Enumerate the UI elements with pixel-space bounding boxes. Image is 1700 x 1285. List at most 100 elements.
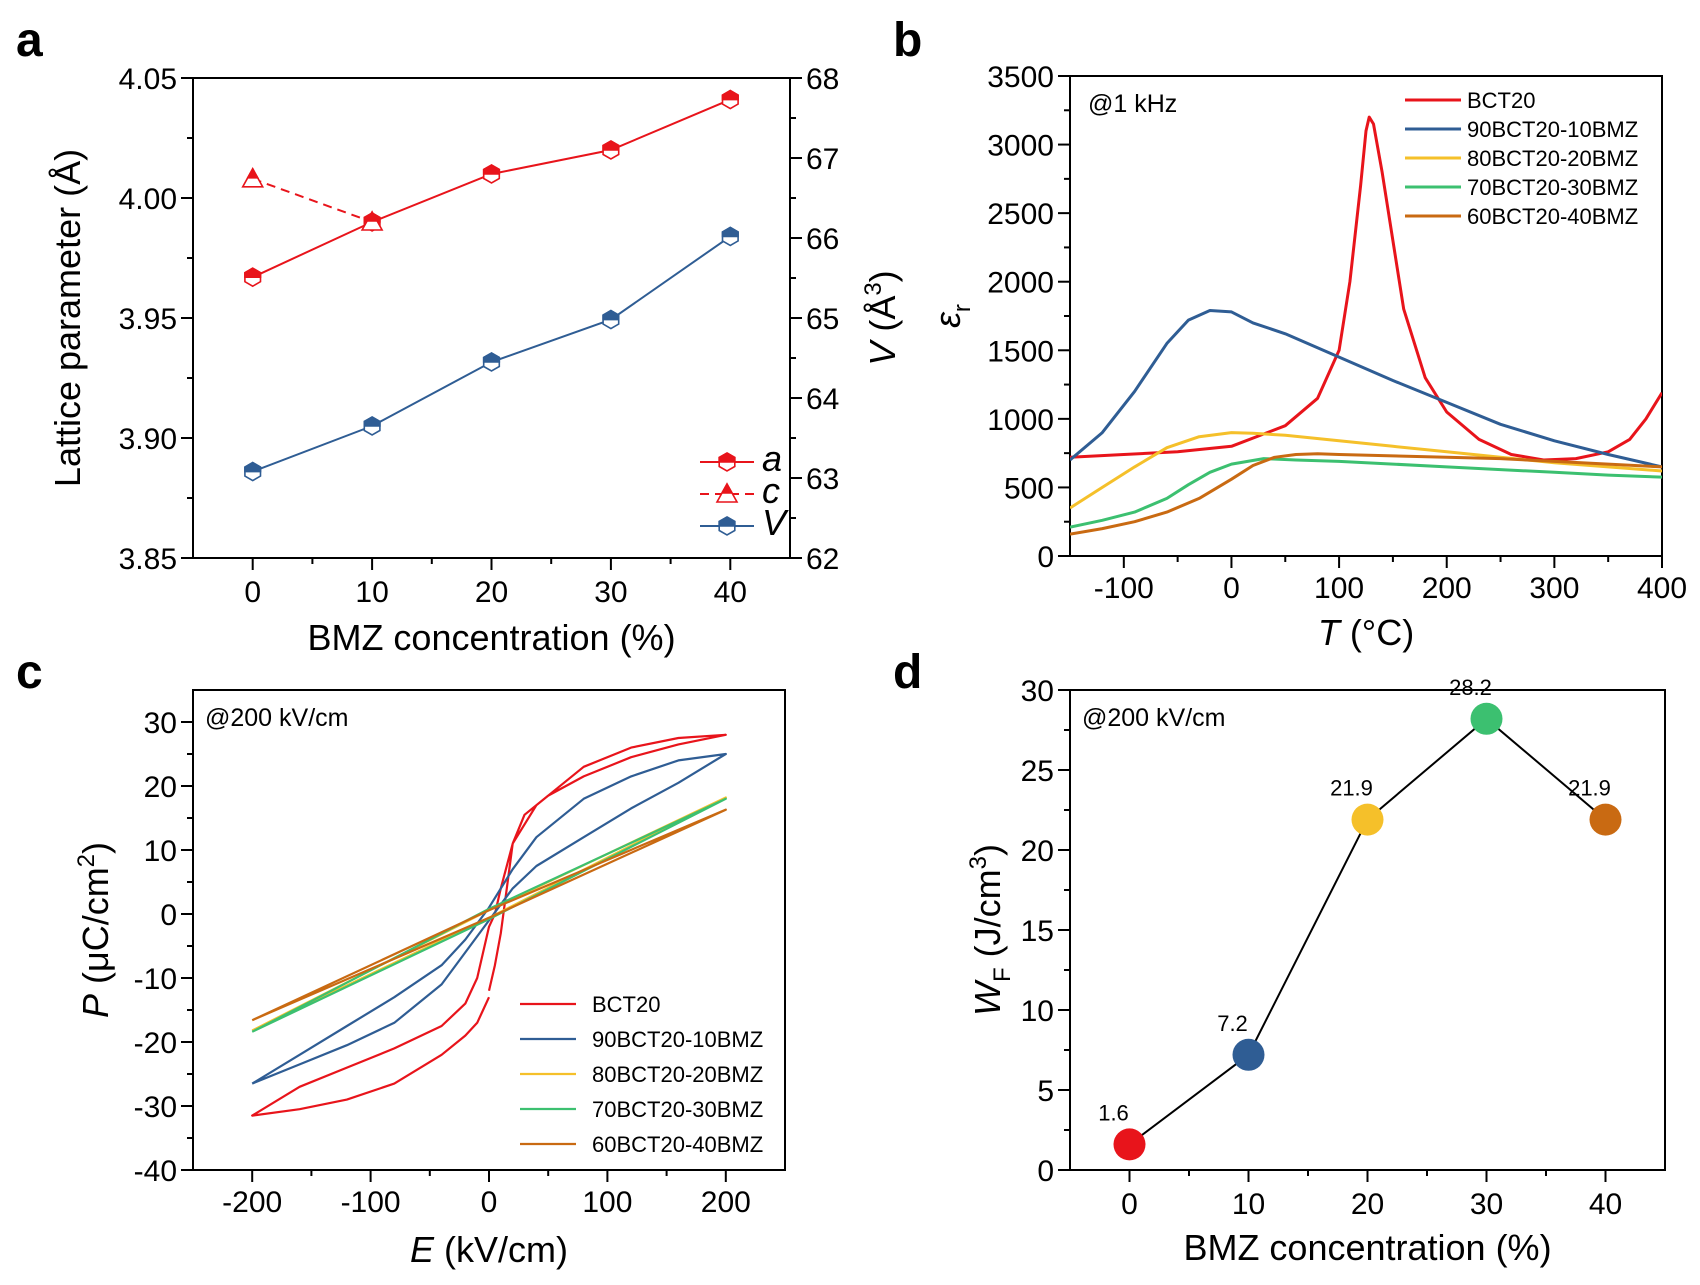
plot-frame	[192, 77, 791, 559]
marker-fill	[482, 352, 501, 363]
y-tick-label: 3.90	[119, 423, 177, 456]
legend-label-80BCT20-20BMZ: 80BCT20-20BMZ	[1467, 146, 1638, 171]
y-tick-label: -40	[134, 1155, 177, 1188]
marker-fill	[602, 140, 620, 151]
data-point	[1589, 803, 1622, 836]
series-loop-BCT20	[251, 733, 727, 1117]
y-tick-label: -20	[134, 1027, 177, 1060]
legend-label-BCT20: BCT20	[1467, 88, 1535, 113]
y-title-sup: 2	[73, 854, 100, 867]
y-tick-label: 3.85	[119, 543, 177, 576]
data-label: 21.9	[1568, 776, 1611, 801]
marker-V	[363, 416, 381, 436]
y-title-sup: 3	[965, 856, 992, 869]
legend-label-90BCT20-10BMZ: 90BCT20-10BMZ	[1467, 117, 1638, 142]
y-tick-label: 0	[1037, 1155, 1054, 1188]
y-tick-label: 30	[1021, 675, 1054, 708]
x-title-italic: E	[410, 1229, 435, 1270]
marker-V	[602, 309, 620, 330]
series-loop-60BCT20-40BMZ	[251, 808, 727, 1022]
series-line-a	[252, 98, 731, 279]
data-point	[1113, 1128, 1146, 1161]
marker-V	[482, 352, 501, 372]
y-tick-label: 0	[160, 899, 177, 932]
legend-label-70BCT20-30BMZ: 70BCT20-30BMZ	[592, 1097, 763, 1122]
marker-a	[721, 89, 739, 110]
y-tick-label: 500	[1004, 472, 1054, 505]
marker-fill	[720, 482, 734, 494]
data-label: 1.6	[1098, 1100, 1129, 1125]
panel-label-b: b	[893, 14, 922, 67]
y-title-italic: P	[75, 994, 116, 1018]
x-tick-label: 400	[1637, 572, 1687, 605]
panel-label-c: c	[16, 646, 43, 699]
x-tick-label: 0	[244, 576, 261, 609]
series-line-BCT20	[1070, 115, 1662, 462]
y-title-sub: r	[949, 304, 976, 312]
panel-d-energy-chart: d 0 10 20 30 40 0 5 10 15 20 25 30 BMZ concentration …	[893, 646, 1666, 1268]
marker-a	[602, 140, 620, 160]
marker-fill	[718, 452, 736, 463]
y2-title-end: )	[862, 270, 903, 282]
y-tick-label: 30	[144, 707, 177, 740]
x-tick-label: 100	[1314, 572, 1364, 605]
y2-title-rest: (Å	[862, 296, 903, 342]
x-tick-label: 20	[475, 576, 508, 609]
y-tick-label: 5	[1037, 1075, 1054, 1108]
x-title-italic: T	[1318, 612, 1343, 653]
legend-label-60BCT20-40BMZ: 60BCT20-40BMZ	[592, 1132, 763, 1157]
marker-V	[244, 461, 262, 482]
x-title-rest: (kV/cm)	[434, 1229, 568, 1270]
y-tick-label: 4.05	[119, 63, 177, 96]
series-line-60BCT20-40BMZ	[1070, 452, 1662, 536]
legend-label-c: c	[762, 470, 780, 511]
legend-label-V: V	[762, 502, 789, 543]
y-tick-label: 3500	[987, 61, 1054, 94]
x-axis-title: BMZ concentration (%)	[307, 617, 675, 658]
legend-label-60BCT20-40BMZ: 60BCT20-40BMZ	[1467, 204, 1638, 229]
y-tick-label: 3.95	[119, 303, 177, 336]
y-axis-title: Lattice parameter (Å)	[47, 149, 88, 487]
series-line-70BCT20-30BMZ	[1070, 457, 1662, 529]
marker-fill	[718, 516, 736, 527]
y-tick-label: 2500	[987, 198, 1054, 231]
y-tick-label: 1000	[987, 404, 1054, 437]
marker-fill	[721, 89, 739, 101]
y2-title-italic: V	[862, 339, 903, 366]
series-loop-90BCT20-10BMZ	[251, 752, 727, 1085]
y-tick-label: 1500	[987, 335, 1054, 368]
y-tick-label: 10	[144, 835, 177, 868]
panel-b-permittivity-chart: b -100 0 100 200 300 400 0 500 1000 1500 2000 2500 30…	[893, 14, 1687, 653]
marker-fill	[721, 226, 739, 238]
series-line-90BCT20-10BMZ	[1070, 309, 1662, 469]
marker-fill	[246, 167, 260, 179]
x-tick-label: 300	[1529, 572, 1579, 605]
y-axis-title: WF (J/cm3)	[965, 844, 1016, 1016]
panel-label-a: a	[16, 14, 43, 67]
legend-marker-c	[715, 482, 739, 503]
legend-label-BCT20: BCT20	[592, 992, 660, 1017]
marker-a	[244, 267, 262, 288]
data-label: 28.2	[1449, 675, 1492, 700]
y-title-italic: W	[967, 979, 1008, 1016]
annotation-field: @200 kV/cm	[205, 704, 348, 732]
data-label: 21.9	[1330, 776, 1373, 801]
series-line-80BCT20-20BMZ	[1070, 431, 1662, 510]
data-point	[1470, 702, 1503, 735]
y2-tick-label: 65	[806, 303, 839, 336]
y2-tick-label: 64	[806, 383, 839, 416]
y2-axis-title: V (Å3)	[860, 270, 903, 365]
y-tick-label: 25	[1021, 755, 1054, 788]
x-tick-label: 200	[701, 1186, 751, 1219]
legend-label-70BCT20-30BMZ: 70BCT20-30BMZ	[1467, 175, 1638, 200]
y-title-end: )	[967, 844, 1008, 856]
y-tick-label: -10	[134, 963, 177, 996]
y-tick-label: 4.00	[119, 183, 177, 216]
x-tick-label: 0	[481, 1186, 498, 1219]
y2-tick-label: 63	[806, 463, 839, 496]
y-tick-label: 2000	[987, 267, 1054, 300]
x-tick-label: -100	[1094, 572, 1154, 605]
marker-fill	[363, 416, 381, 427]
marker-fill	[602, 309, 620, 321]
